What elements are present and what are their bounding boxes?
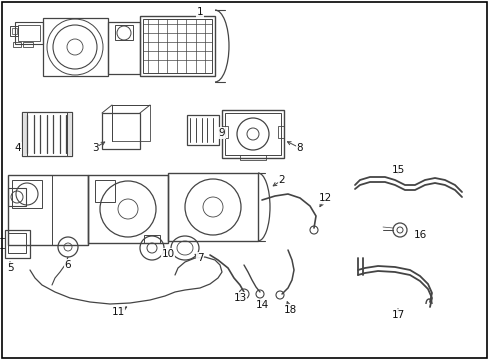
Text: 6: 6 [64,260,71,270]
Text: 2: 2 [278,175,285,185]
Bar [8,233,26,253]
Text: 15: 15 [390,165,404,175]
Bar [222,110,284,158]
Bar [140,16,215,76]
Text: 9: 9 [218,128,225,138]
Bar [108,22,140,74]
Text: 10: 10 [161,249,174,259]
Text: 8: 8 [296,143,303,153]
Text: 16: 16 [412,230,426,240]
Text: 17: 17 [390,310,404,320]
Bar [23,42,33,47]
Bar [95,180,115,202]
Bar [13,42,21,47]
Bar [168,173,258,241]
Text: 12: 12 [318,193,331,203]
Bar [12,180,42,208]
Bar [67,112,72,156]
Bar [222,126,227,138]
Text: 1: 1 [196,7,203,17]
Text: 7: 7 [196,253,203,263]
Bar [22,112,72,156]
Text: 3: 3 [92,143,98,153]
Bar [8,188,26,206]
Bar [8,175,88,245]
Text: 18: 18 [283,305,296,315]
Bar [224,113,281,155]
Bar [102,113,140,149]
Bar [15,22,43,44]
Text: 13: 13 [233,293,246,303]
Bar [5,230,30,258]
Bar [240,155,265,160]
Bar [112,105,150,141]
Text: 4: 4 [15,143,21,153]
Bar [12,28,17,34]
Bar [22,112,27,156]
Bar [88,175,168,243]
Bar [142,19,212,73]
Bar [143,235,160,243]
Bar [115,25,133,40]
Text: 11: 11 [111,307,124,317]
Text: 5: 5 [7,263,13,273]
Bar [278,126,284,138]
Bar [43,18,108,76]
Bar [186,115,219,145]
Text: 14: 14 [255,300,268,310]
Bar [10,26,18,36]
Bar [18,25,40,41]
